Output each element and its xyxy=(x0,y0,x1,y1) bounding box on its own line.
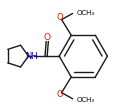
Text: O: O xyxy=(44,33,51,42)
Text: NH: NH xyxy=(25,52,38,61)
Text: OCH₃: OCH₃ xyxy=(77,97,95,103)
Text: O: O xyxy=(56,13,63,22)
Text: OCH₃: OCH₃ xyxy=(77,10,95,16)
Text: O: O xyxy=(56,90,63,99)
